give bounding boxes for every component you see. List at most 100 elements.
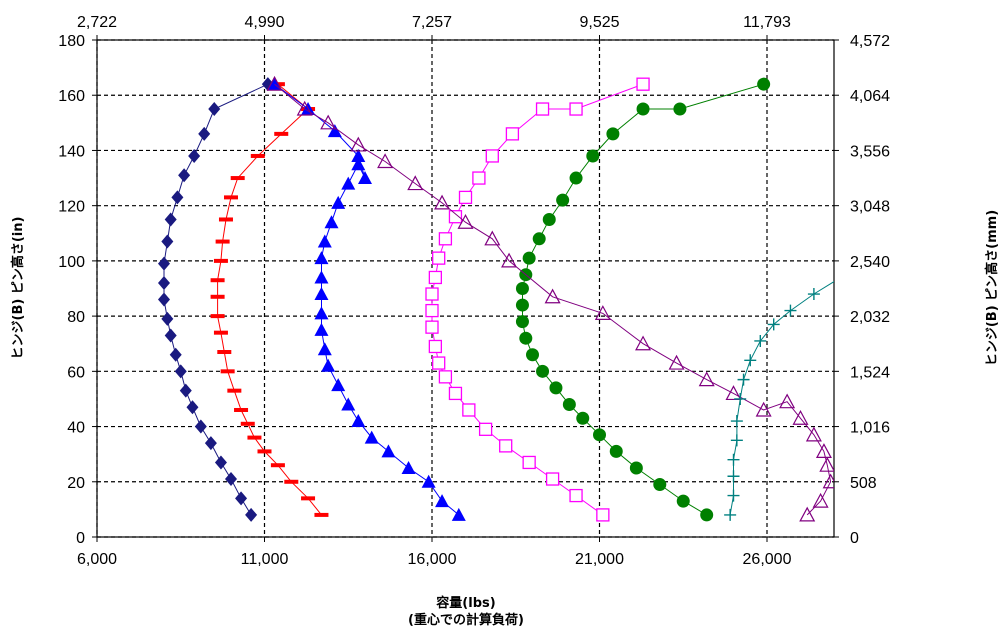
data-point-open-square <box>478 422 493 436</box>
data-point-plus <box>727 453 740 466</box>
data-point-open-square <box>425 320 439 334</box>
y-tick-label-right: 2,540 <box>850 254 890 271</box>
data-point-dash <box>210 294 225 299</box>
data-point-open-triangle <box>779 393 796 409</box>
x-tick-label-top: 4,990 <box>244 14 284 31</box>
x-tick-label-bottom: 21,000 <box>575 551 624 568</box>
y-tick-label-left: 80 <box>67 309 85 326</box>
data-point-open-square <box>535 102 550 116</box>
y-tick-label-right: 4,064 <box>850 88 890 105</box>
data-point-diamond <box>214 455 227 470</box>
y-tick-label-left: 40 <box>67 420 85 437</box>
data-point-open-square <box>569 102 583 116</box>
data-point-open-square <box>485 149 499 163</box>
x-tick-label-bottom: 11,000 <box>241 551 289 568</box>
data-point-open-square <box>425 287 439 301</box>
data-point-circle <box>562 397 576 411</box>
data-point-circle <box>549 381 563 395</box>
data-point-plus <box>730 415 743 428</box>
data-point-circle <box>609 444 623 458</box>
data-point-open-square <box>448 210 463 224</box>
data-point-plus <box>737 373 750 386</box>
data-point-open-triangle <box>434 194 451 210</box>
data-point-open-square <box>522 455 536 470</box>
data-point-diamond <box>158 275 170 290</box>
data-point-dash <box>301 496 316 501</box>
series-line <box>163 83 269 516</box>
data-point-plus <box>730 434 743 447</box>
data-point-open-triangle <box>377 153 394 169</box>
y-tick-label-left: 160 <box>58 88 85 105</box>
data-point-dash <box>247 435 262 440</box>
data-point-triangle <box>321 358 336 372</box>
data-point-circle <box>676 494 690 508</box>
data-point-open-triangle <box>320 114 337 130</box>
data-point-diamond <box>158 292 170 307</box>
data-point-circle <box>526 348 539 362</box>
data-point-open-square <box>545 472 560 486</box>
data-point-plus <box>754 334 767 347</box>
data-point-triangle <box>331 378 346 392</box>
y-tick-label-right: 0 <box>850 530 859 547</box>
data-point-triangle <box>341 397 356 411</box>
data-point-diamond <box>179 383 192 398</box>
y-axis-title-right: ヒンジ(B) ピン高さ(mm) <box>984 210 1000 366</box>
data-point-open-square <box>458 190 473 205</box>
data-point-dash <box>220 369 235 374</box>
data-point-open-square <box>499 439 513 453</box>
data-point-open-triangle <box>266 75 283 91</box>
y-tick-label-right: 4,572 <box>850 33 890 50</box>
data-point-dash <box>210 278 225 283</box>
data-point-open-triangle <box>457 213 474 229</box>
data-point-open-triangle <box>296 100 313 116</box>
data-point-dash <box>217 350 232 355</box>
data-point-plus <box>807 288 820 301</box>
data-point-open-square <box>438 232 453 246</box>
data-point-open-triangle <box>350 136 367 152</box>
data-point-circle <box>542 212 556 226</box>
series-diamond <box>158 77 274 522</box>
x-tick-label-bottom: 6,000 <box>77 551 117 568</box>
data-point-circle <box>586 149 600 163</box>
data-point-dash <box>218 217 233 222</box>
data-point-open-square <box>428 339 443 354</box>
data-point-circle <box>515 298 529 312</box>
data-point-triangle <box>314 251 329 265</box>
data-point-dash <box>224 195 238 200</box>
x-tick-label-top: 2,722 <box>77 14 117 31</box>
data-point-triangle <box>364 430 379 444</box>
data-point-circle <box>593 428 606 442</box>
series-circle <box>515 77 771 522</box>
data-point-open-triangle <box>792 410 809 425</box>
series-group <box>158 75 834 522</box>
plot-frame <box>96 39 835 538</box>
data-point-circle <box>519 331 533 345</box>
data-point-plus <box>784 304 797 317</box>
y-tick-label-left: 140 <box>58 143 85 160</box>
series-dash <box>210 82 329 517</box>
data-point-diamond <box>164 328 177 343</box>
data-point-open-square <box>462 403 476 417</box>
data-point-triangle <box>401 460 416 474</box>
data-point-open-triangle <box>501 252 518 268</box>
x-tick-label-bottom: 16,000 <box>408 551 457 568</box>
data-point-triangle <box>358 171 372 185</box>
series-line <box>729 281 834 515</box>
data-point-triangle <box>314 322 329 336</box>
series-open-square <box>425 77 650 522</box>
data-point-open-triangle <box>812 492 829 508</box>
data-point-open-triangle <box>668 354 685 370</box>
data-point-circle <box>653 478 667 492</box>
data-point-open-square <box>505 127 520 141</box>
data-point-triangle <box>317 234 332 248</box>
data-point-dash <box>257 449 272 454</box>
y-tick-label-left: 60 <box>67 364 85 381</box>
data-point-dash <box>284 479 299 484</box>
data-point-open-square <box>636 77 650 91</box>
data-point-open-triangle <box>635 335 652 351</box>
data-point-open-square <box>428 270 443 285</box>
data-point-circle <box>673 102 687 116</box>
data-point-circle <box>536 364 550 378</box>
data-point-diamond <box>158 256 170 271</box>
y-tick-label-left: 0 <box>76 530 85 547</box>
